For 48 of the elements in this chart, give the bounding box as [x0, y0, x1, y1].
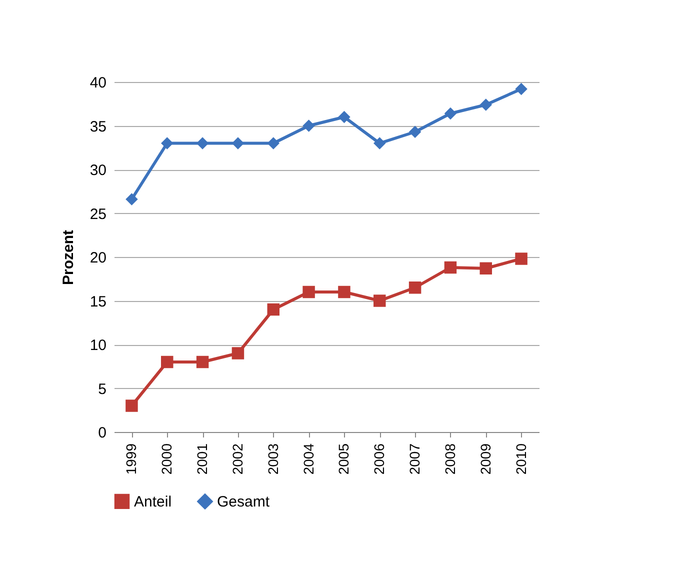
x-tick-label: 2007 [406, 443, 423, 475]
point [161, 137, 174, 150]
legend-label: Gesamt [217, 493, 270, 510]
point [338, 110, 350, 124]
x-tick-label: 2001 [194, 443, 210, 475]
y-tick-label: 5 [98, 380, 106, 398]
point [126, 400, 138, 412]
x-tick-label: 2002 [229, 443, 246, 475]
point [480, 98, 492, 111]
x-tick-label: 2006 [371, 443, 388, 475]
y-tick-label: 25 [90, 206, 106, 223]
legend-label: Anteil [134, 493, 172, 510]
point [267, 137, 280, 150]
point [408, 282, 422, 294]
point [161, 356, 174, 368]
y-tick-label: 10 [90, 337, 106, 354]
point [515, 82, 528, 96]
x-tick-label: 2008 [442, 443, 458, 475]
x-tick-label: 2003 [264, 443, 281, 475]
x-tick-label: 2000 [158, 443, 175, 475]
point [480, 262, 492, 274]
x-tick-label: 2010 [512, 443, 529, 475]
point [196, 356, 209, 368]
y-tick-label: 30 [90, 162, 106, 179]
y-tick-label: 35 [90, 118, 106, 136]
y-tick-label: 40 [90, 74, 106, 92]
point [232, 347, 244, 360]
point [338, 286, 350, 298]
point [374, 294, 386, 307]
point [267, 303, 280, 316]
x-tick-label: 2004 [300, 443, 316, 475]
point [515, 252, 528, 265]
y-tick-label: 0 [98, 424, 106, 442]
point [374, 137, 386, 150]
y-tick-label: 15 [90, 293, 106, 310]
y-tick-label: 20 [90, 250, 106, 266]
x-tick-label: 1999 [123, 443, 140, 475]
y-axis-title: Prozent [60, 230, 77, 286]
point [126, 193, 138, 206]
point [302, 120, 315, 132]
x-tick-label: 2009 [477, 443, 494, 475]
point [232, 137, 244, 150]
point [302, 286, 315, 298]
x-tick-label: 2005 [336, 443, 352, 475]
point [408, 126, 422, 138]
point [444, 261, 457, 274]
point [196, 137, 209, 150]
point [444, 107, 457, 120]
